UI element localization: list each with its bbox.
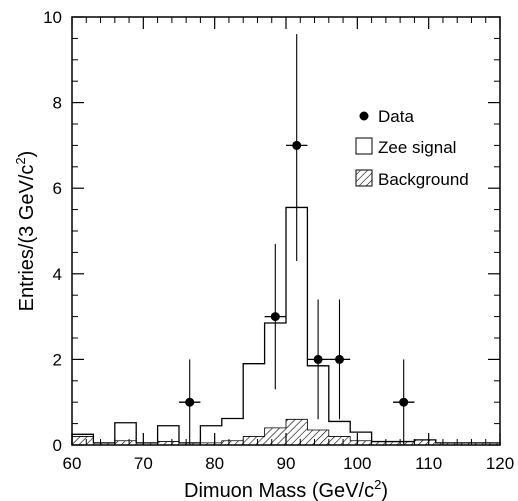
background-bar bbox=[478, 442, 500, 445]
data-points bbox=[179, 34, 415, 445]
data-point bbox=[313, 354, 323, 364]
y-tick-label: 6 bbox=[53, 179, 62, 198]
legend-signal-label: Zee signal bbox=[378, 138, 456, 157]
background-bar bbox=[243, 436, 265, 445]
background-bar bbox=[221, 440, 244, 445]
x-tick-label: 60 bbox=[63, 454, 82, 473]
legend-signal-marker bbox=[355, 137, 373, 155]
background-bar bbox=[93, 442, 115, 445]
background-bar bbox=[286, 419, 308, 445]
background-bar bbox=[264, 427, 286, 445]
legend-data-label: Data bbox=[378, 107, 414, 126]
data-point bbox=[292, 140, 302, 150]
y-tick-label: 8 bbox=[53, 94, 62, 113]
background-bar bbox=[457, 442, 479, 445]
background-bar bbox=[307, 430, 329, 445]
legend: Data Zee signal Background bbox=[355, 107, 469, 189]
background-bar bbox=[371, 441, 393, 445]
y-axis-label: Entries/(3 GeV/c2) bbox=[13, 151, 38, 312]
x-axis-label: Dimuon Mass (GeV/c2) bbox=[184, 477, 388, 501]
histogram-bars bbox=[71, 206, 501, 445]
legend-data-marker bbox=[359, 111, 369, 121]
y-tick-label: 2 bbox=[53, 350, 62, 369]
x-tick-label: 100 bbox=[343, 454, 371, 473]
legend-background-marker bbox=[355, 169, 373, 187]
data-point bbox=[399, 397, 409, 407]
background-bar bbox=[114, 440, 137, 445]
legend-background-label: Background bbox=[378, 170, 469, 189]
x-tick-label: 70 bbox=[134, 454, 153, 473]
background-bar bbox=[157, 441, 179, 445]
y-tick-label: 10 bbox=[43, 8, 62, 27]
background-bar bbox=[200, 442, 222, 445]
x-tick-label: 120 bbox=[486, 454, 514, 473]
background-bar bbox=[350, 440, 372, 445]
signal-histogram bbox=[71, 206, 501, 445]
background-bar bbox=[435, 442, 458, 445]
data-point bbox=[185, 397, 195, 407]
x-tick-label: 90 bbox=[277, 454, 296, 473]
x-tick-label: 110 bbox=[415, 454, 442, 473]
data-point bbox=[335, 354, 344, 364]
data-point bbox=[270, 312, 280, 322]
y-tick-label: 0 bbox=[53, 436, 62, 455]
background-bar bbox=[328, 436, 351, 445]
x-tick-label: 80 bbox=[205, 454, 224, 473]
background-bar bbox=[72, 436, 94, 445]
background-bar bbox=[414, 439, 436, 445]
y-tick-label: 4 bbox=[53, 265, 62, 284]
axis-ticks: 60 70 80 90 100 110 120 0 2 4 6 8 10 bbox=[43, 8, 514, 473]
background-bar bbox=[136, 442, 158, 445]
